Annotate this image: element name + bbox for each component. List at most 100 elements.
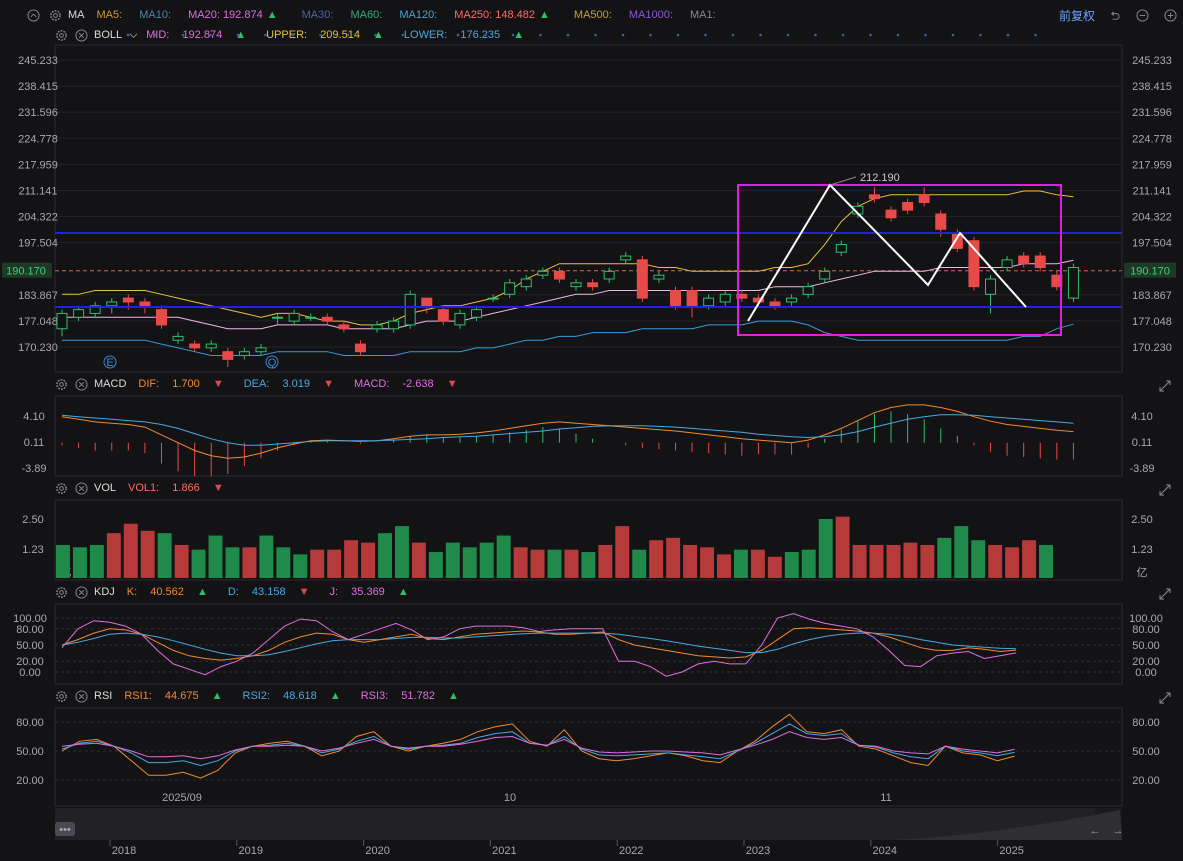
candle: [703, 297, 715, 307]
volume-bar: [327, 549, 342, 578]
zoom-in-icon[interactable]: [1163, 8, 1177, 22]
settings-icon[interactable]: [48, 8, 62, 22]
price-tick-right: 197.504: [1132, 238, 1172, 250]
candle: [1034, 255, 1046, 269]
rsi-title[interactable]: RSI: [94, 690, 113, 702]
close-icon[interactable]: [74, 377, 88, 391]
settings-icon[interactable]: [54, 28, 68, 42]
volume-bar: [801, 549, 816, 578]
settings-icon[interactable]: [54, 377, 68, 391]
year-label: 2021: [492, 845, 516, 857]
volume-bar: [428, 552, 443, 578]
candle: [669, 289, 681, 307]
volume-bar: [784, 552, 799, 578]
chevron-down-icon[interactable]: [126, 28, 140, 42]
event-dot: [924, 33, 927, 37]
candle: [902, 201, 914, 211]
vol-tick-left: 1.23: [22, 544, 43, 556]
volume-bar: [581, 552, 596, 578]
price-tick-right: 177.048: [1132, 316, 1172, 328]
candle: [354, 343, 366, 353]
boll-title[interactable]: BOLL: [94, 29, 123, 41]
volume-bar: [564, 549, 579, 578]
volume-bar: [411, 542, 426, 578]
volume-bar: [937, 537, 952, 578]
volume-bar: [56, 544, 70, 578]
zoom-out-icon[interactable]: [1135, 8, 1149, 22]
ma-item-4: MA60:: [350, 9, 386, 21]
expand-icon[interactable]: [1159, 692, 1171, 704]
candle: [653, 274, 665, 280]
price-tick-left: 238.415: [18, 81, 58, 93]
volume-bar: [242, 547, 257, 578]
settings-icon[interactable]: [54, 481, 68, 495]
macd-dea: DEA: 3.019 ▼: [243, 378, 334, 390]
price-tick-right: 204.322: [1132, 212, 1172, 224]
year-label: 2023: [746, 845, 770, 857]
volume-bar: [513, 547, 528, 578]
toolbar-right: 前复权: [1051, 0, 1183, 30]
last-price-left: 190.170: [6, 266, 46, 278]
price-tick-right: 170.230: [1132, 342, 1172, 354]
vol-title[interactable]: VOL: [94, 482, 117, 494]
candle: [1001, 259, 1013, 269]
collapse-icon[interactable]: [24, 8, 42, 22]
expand-icon-path: [1159, 484, 1171, 496]
date-label-1: 10: [504, 792, 516, 804]
panel-frame-4: [54, 707, 1123, 807]
event-dot: [346, 33, 350, 37]
event-dot: [374, 33, 377, 37]
kdj-tick-right: 50.00: [1132, 640, 1160, 652]
event-dot: [566, 33, 570, 37]
close-icon[interactable]: [74, 689, 88, 703]
candle: [272, 316, 284, 319]
kdj-tick-right: 100.00: [1129, 613, 1163, 625]
price-tick-left: 231.596: [18, 107, 58, 119]
volume-bar: [89, 544, 104, 578]
volume-bar: [140, 530, 155, 578]
rsi-tick-right: 80.00: [1132, 717, 1160, 729]
peak-leader: [829, 176, 857, 186]
volume-bar: [1039, 544, 1053, 578]
navigator-left-arrow: ←: [1090, 825, 1101, 837]
volume-bar: [700, 547, 715, 578]
marker-circle-0: [103, 355, 117, 369]
event-dot: [319, 33, 322, 37]
adjust-mode-button[interactable]: 前复权: [1058, 8, 1095, 23]
volume-bar: [615, 526, 630, 578]
ma-title[interactable]: MA: [68, 9, 85, 21]
volume-bar: [818, 519, 833, 578]
expand-icon[interactable]: [1159, 588, 1171, 600]
close-icon[interactable]: [74, 481, 88, 495]
price-tick-left: 217.959: [18, 159, 58, 171]
volume-bar: [852, 544, 867, 578]
ma-item-0: MA5:: [96, 9, 126, 21]
close-icon[interactable]: [74, 585, 88, 599]
price-tick-left: 183.867: [18, 290, 58, 302]
price-tick-right: 245.233: [1132, 55, 1172, 67]
panel-frame-0: [54, 44, 1123, 373]
kdj-tick-left: 50.00: [16, 640, 44, 652]
macd-tick-left: 0.11: [24, 437, 45, 449]
candle: [835, 244, 847, 253]
candle: [56, 312, 68, 330]
candle: [172, 335, 184, 341]
price-tick-right: 217.959: [1132, 159, 1172, 171]
settings-icon[interactable]: [54, 585, 68, 599]
candle: [338, 324, 350, 330]
event-dot: [896, 33, 900, 37]
candle: [371, 324, 383, 330]
event-dot: [1034, 33, 1037, 37]
close-icon[interactable]: [74, 28, 88, 42]
expand-icon[interactable]: [1159, 380, 1171, 392]
macd-title[interactable]: MACD: [94, 378, 127, 390]
settings-icon[interactable]: [54, 689, 68, 703]
kdj-title[interactable]: KDJ: [94, 586, 115, 598]
candle: [454, 312, 466, 326]
volume-bar: [598, 544, 613, 578]
undo-icon[interactable]: [1107, 8, 1121, 22]
year-label: 2019: [239, 845, 263, 857]
event-dot: [759, 33, 762, 37]
expand-icon[interactable]: [1159, 484, 1171, 496]
